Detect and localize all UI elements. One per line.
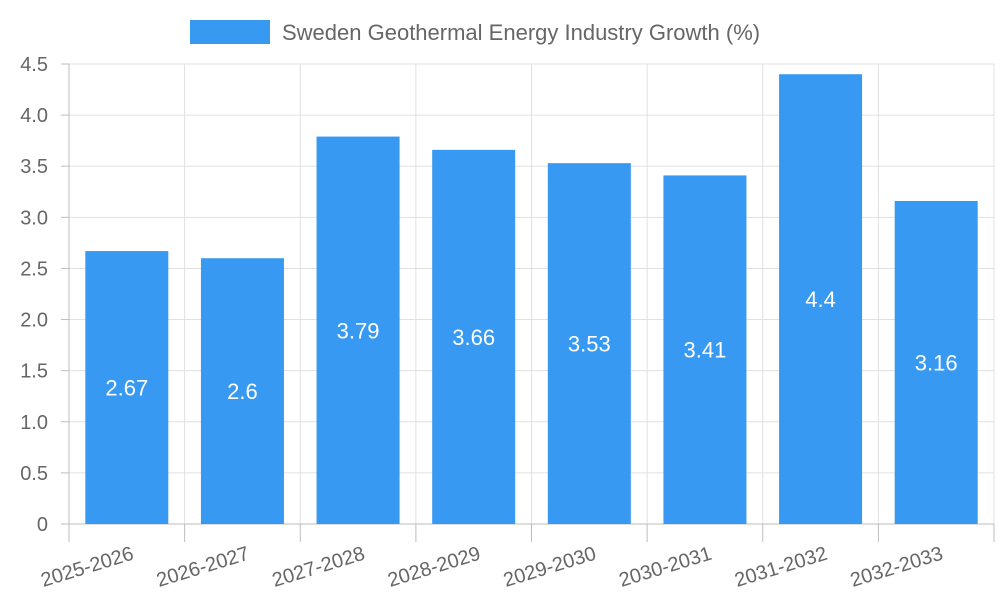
bar[interactable] bbox=[316, 136, 400, 525]
bar[interactable] bbox=[894, 200, 978, 524]
legend[interactable]: Sweden Geothermal Energy Industry Growth… bbox=[190, 20, 760, 45]
y-tick-label: 1.5 bbox=[20, 361, 48, 383]
bar[interactable] bbox=[85, 251, 169, 525]
x-tick-label: 2026-2027 bbox=[154, 543, 252, 592]
legend-label: Sweden Geothermal Energy Industry Growth… bbox=[282, 20, 760, 45]
bars bbox=[85, 74, 978, 525]
bar-data-label: 3.16 bbox=[915, 350, 958, 375]
y-tick-label: 3.5 bbox=[20, 156, 48, 178]
x-axis-ticks: 2025-2026 2026-2027 2027-2028 2028-2029 2029… bbox=[38, 543, 945, 592]
y-tick-label: 1.0 bbox=[20, 412, 48, 434]
bar-data-label: 4.4 bbox=[805, 287, 836, 312]
x-tick-label: 2027-2028 bbox=[270, 543, 368, 592]
x-tick-label: 2030-2031 bbox=[616, 543, 714, 592]
bar-data-label: 3.79 bbox=[337, 318, 380, 343]
bar-data-label: 2.6 bbox=[227, 379, 258, 404]
y-axis-ticks: 0 0.5 1.0 1.5 2.0 2.5 3.0 3.5 4.0 4.5 bbox=[20, 54, 69, 536]
x-tick-label: 2025-2026 bbox=[38, 543, 136, 592]
bar[interactable] bbox=[547, 163, 631, 524]
y-tick-label: 2.5 bbox=[20, 258, 48, 280]
bar-data-label: 3.53 bbox=[568, 332, 611, 357]
x-tick-label: 2032-2033 bbox=[848, 543, 946, 592]
bar-data-label: 3.41 bbox=[684, 338, 727, 363]
bar[interactable] bbox=[779, 74, 863, 524]
y-tick-label: 2.0 bbox=[20, 310, 48, 332]
bar[interactable] bbox=[663, 175, 747, 524]
bar-data-label: 3.66 bbox=[452, 325, 495, 350]
x-tick-label: 2029-2030 bbox=[501, 543, 599, 592]
bar[interactable] bbox=[200, 258, 284, 524]
y-tick-label: 3.0 bbox=[20, 207, 48, 229]
bar-data-label: 2.67 bbox=[105, 376, 148, 401]
bar[interactable] bbox=[432, 149, 516, 524]
x-tick-label: 2031-2032 bbox=[732, 543, 830, 592]
y-tick-label: 0 bbox=[37, 514, 48, 536]
y-tick-label: 4.5 bbox=[20, 54, 48, 76]
x-tick-label: 2028-2029 bbox=[385, 543, 483, 592]
legend-swatch bbox=[190, 20, 270, 44]
bar-data-labels: 2.67 2.6 3.79 3.66 3.53 3.41 4.4 3.16 bbox=[105, 287, 957, 404]
y-tick-label: 4.0 bbox=[20, 105, 48, 127]
y-tick-label: 0.5 bbox=[20, 463, 48, 485]
